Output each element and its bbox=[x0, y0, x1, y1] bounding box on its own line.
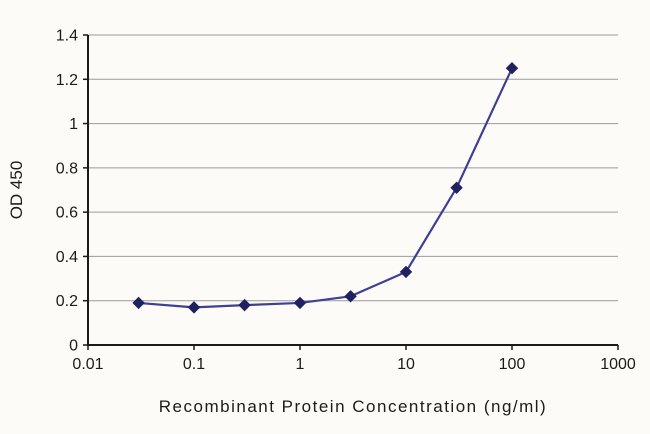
data-series-line bbox=[138, 67, 513, 309]
x-axis-title: Recombinant Protein Concentration (ng/ml… bbox=[159, 397, 547, 416]
data-point-marker bbox=[399, 265, 413, 279]
data-point-marker bbox=[344, 290, 357, 303]
y-tick-label: 1.2 bbox=[56, 72, 78, 89]
data-point-marker bbox=[238, 298, 251, 312]
y-tick-label: 0.6 bbox=[56, 205, 78, 222]
data-point-marker bbox=[505, 62, 519, 75]
data-point-marker bbox=[293, 296, 307, 310]
data-point-marker bbox=[132, 296, 145, 310]
y-axis-title: OD 450 bbox=[7, 161, 26, 220]
x-tick-label: 10 bbox=[397, 356, 415, 373]
x-tick-label: 0.01 bbox=[72, 356, 103, 373]
data-point-marker bbox=[187, 301, 201, 314]
y-tick-label: 0.2 bbox=[56, 293, 78, 310]
y-tick-label: 0 bbox=[69, 338, 78, 355]
data-point-marker bbox=[450, 181, 463, 194]
x-tick-label: 0.1 bbox=[183, 356, 205, 373]
y-tick-label: 0.8 bbox=[56, 160, 78, 177]
y-tick-label: 1 bbox=[69, 116, 78, 133]
y-tick-label: 0.4 bbox=[56, 249, 78, 266]
x-tick-label: 1000 bbox=[600, 356, 636, 373]
y-tick-label: 1.4 bbox=[56, 28, 78, 45]
x-tick-label: 100 bbox=[499, 356, 526, 373]
x-tick-label: 1 bbox=[296, 356, 305, 373]
